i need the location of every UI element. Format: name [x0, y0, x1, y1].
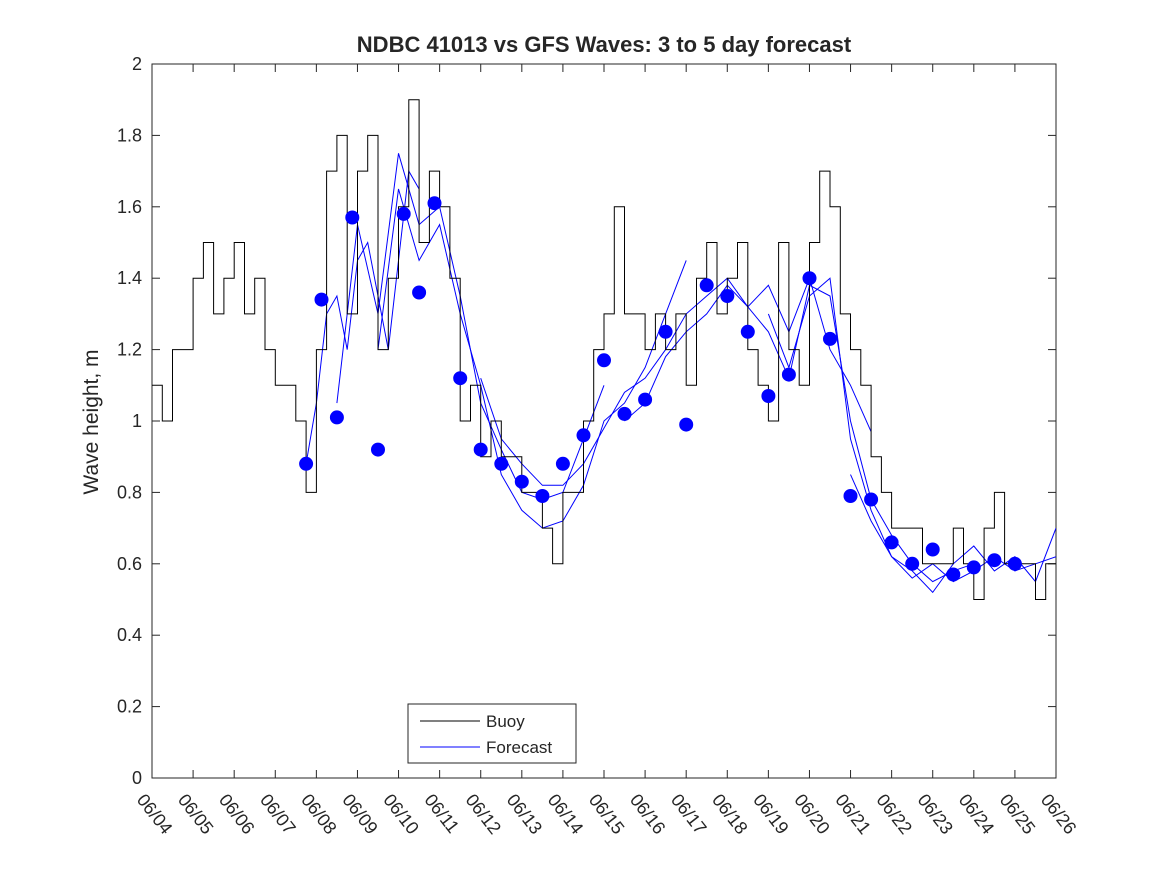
y-tick-label: 0.2	[117, 697, 142, 717]
y-tick-label: 0.8	[117, 482, 142, 502]
data-layer	[152, 99, 1056, 600]
forecast-marker	[396, 206, 411, 221]
forecast-marker	[617, 406, 632, 421]
x-tick-label: 06/11	[420, 790, 463, 837]
y-tick-label: 0.6	[117, 554, 142, 574]
y-tick-label: 1.2	[117, 340, 142, 360]
x-tick-label: 06/04	[133, 790, 176, 838]
x-tick-label: 06/05	[174, 790, 217, 838]
forecast-marker	[576, 428, 591, 443]
legend-label: Forecast	[486, 738, 552, 757]
y-tick-label: 1.4	[117, 268, 142, 288]
x-tick-label: 06/17	[667, 790, 710, 838]
x-tick-label: 06/22	[872, 790, 915, 838]
forecast-marker	[699, 278, 714, 293]
forecast-marker	[740, 324, 755, 339]
x-tick-label: 06/24	[955, 790, 998, 838]
legend: Buoy Forecast	[407, 703, 577, 764]
x-tick-label: 06/21	[831, 790, 874, 838]
forecast-marker	[987, 553, 1002, 568]
forecast-marker	[514, 474, 529, 489]
plot-area: 00.20.40.60.811.21.41.61.8206/0406/0506/…	[117, 54, 1080, 838]
legend-box	[407, 703, 577, 764]
forecast-marker	[781, 367, 796, 382]
forecast-marker	[905, 556, 920, 571]
x-tick-label: 06/26	[1037, 790, 1080, 838]
y-tick-label: 2	[132, 54, 142, 74]
buoy-line	[152, 99, 1056, 600]
y-tick-label: 1.6	[117, 197, 142, 217]
forecast-marker	[412, 285, 427, 300]
forecast-marker	[761, 389, 776, 403]
forecast-marker	[371, 442, 385, 457]
x-tick-label: 06/08	[297, 790, 340, 838]
forecast-marker	[884, 535, 899, 550]
x-tick-label: 06/19	[749, 790, 792, 838]
legend-label: Buoy	[486, 712, 525, 731]
x-tick-label: 06/14	[544, 790, 587, 838]
forecast-marker	[299, 456, 314, 471]
forecast-line	[850, 474, 1056, 583]
y-tick-label: 1.8	[117, 125, 142, 145]
forecast-marker	[314, 292, 329, 307]
forecast-marker	[946, 567, 961, 582]
forecast-marker	[925, 542, 940, 557]
x-tick-label: 06/16	[626, 790, 669, 838]
forecast-marker	[453, 371, 468, 386]
forecast-marker	[494, 456, 509, 471]
forecast-marker	[843, 489, 858, 503]
forecast-marker	[1007, 556, 1022, 571]
forecast-marker	[555, 456, 570, 471]
x-tick-label: 06/06	[215, 790, 258, 838]
y-tick-label: 0	[132, 768, 142, 788]
forecast-line	[767, 277, 1056, 594]
y-axis-label: Wave height, m	[80, 349, 103, 494]
forecast-marker	[966, 560, 981, 575]
x-tick-label: 06/20	[790, 790, 833, 838]
forecast-marker	[638, 392, 653, 407]
x-tick-label: 06/10	[379, 790, 422, 838]
forecast-marker	[329, 410, 344, 425]
x-tick-label: 06/07	[256, 790, 299, 838]
forecast-marker	[720, 289, 735, 303]
x-tick-label: 06/09	[338, 790, 381, 838]
forecast-marker	[535, 489, 550, 503]
forecast-marker	[658, 324, 673, 339]
x-tick-label: 06/23	[914, 790, 957, 838]
chart-title: NDBC 41013 vs GFS Waves: 3 to 5 day fore…	[357, 32, 852, 57]
y-tick-label: 1	[132, 411, 142, 431]
x-tick-label: 06/15	[585, 790, 628, 838]
forecast-marker	[679, 417, 694, 432]
forecast-marker	[473, 442, 488, 457]
x-tick-label: 06/18	[708, 790, 751, 838]
forecast-marker	[802, 271, 817, 286]
forecast-marker	[864, 492, 879, 507]
x-tick-label: 06/13	[503, 790, 546, 838]
forecast-marker	[345, 210, 360, 225]
x-tick-label: 06/25	[996, 790, 1039, 838]
y-tick-label: 0.4	[117, 625, 142, 645]
forecast-marker	[427, 196, 442, 211]
forecast-marker	[597, 353, 611, 368]
x-tick-label: 06/12	[462, 790, 505, 838]
forecast-line	[305, 169, 420, 464]
forecast-marker	[823, 331, 837, 346]
